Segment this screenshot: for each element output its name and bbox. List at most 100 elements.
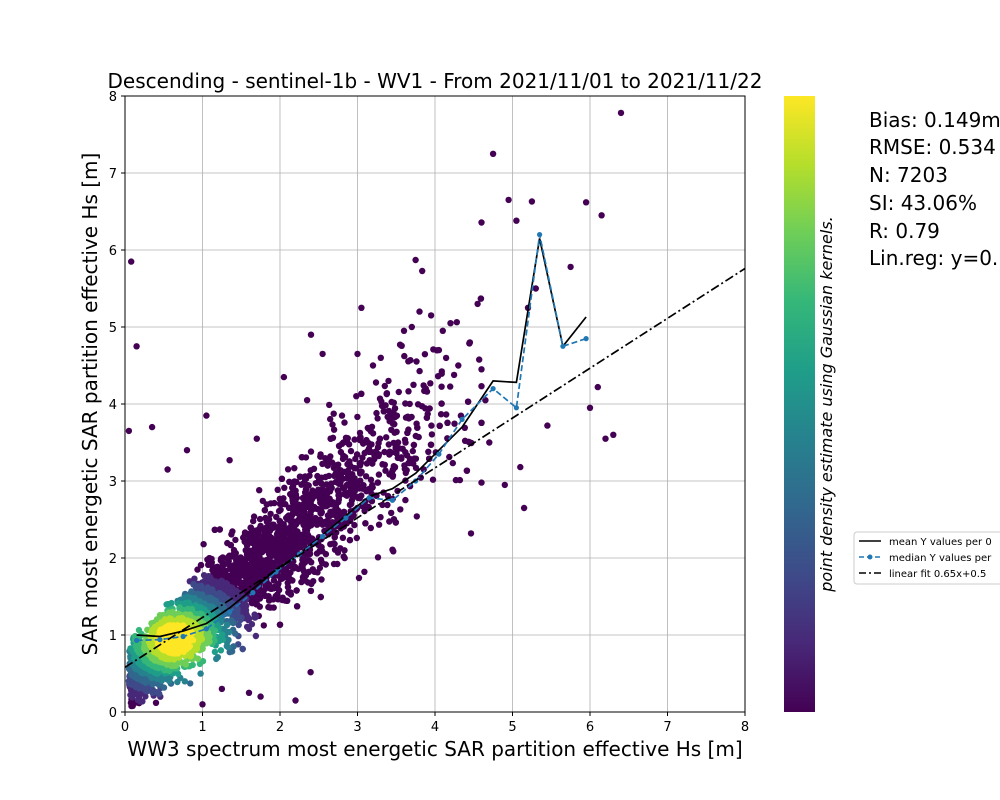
scatter-point — [393, 449, 400, 457]
scatter-point — [317, 453, 324, 460]
scatter-point — [386, 471, 393, 478]
scatter-point — [278, 475, 286, 482]
scatter-point — [464, 398, 472, 405]
x-tick-label: 1 — [198, 720, 206, 735]
scatter-point — [427, 441, 435, 448]
scatter-point — [374, 554, 382, 561]
scatter-point — [237, 616, 244, 624]
scatter-point — [528, 198, 536, 205]
scatter-point — [416, 367, 423, 375]
scatter-point — [276, 495, 284, 503]
scatter-point — [324, 512, 332, 519]
scatter-point — [199, 658, 207, 665]
scatter-point — [285, 589, 292, 596]
scatter-point — [369, 362, 377, 369]
stats-panel: Bias: 0.149m RMSE: 0.534 N: 7203 SI: 43.… — [869, 108, 1000, 270]
scatter-point — [187, 680, 194, 687]
scatter-point — [451, 420, 458, 427]
y-tick-label: 0 — [109, 706, 117, 721]
scatter-point — [413, 358, 420, 365]
y-tick-label: 2 — [109, 552, 117, 567]
y-tick-label: 1 — [109, 629, 117, 644]
scatter-point — [478, 219, 485, 226]
scatter-point — [414, 424, 421, 431]
scatter-point — [461, 437, 469, 444]
scatter-point — [247, 524, 254, 531]
scatter-point — [402, 439, 409, 446]
scatter-point — [426, 405, 433, 412]
median-marker — [320, 533, 326, 540]
scatter-point — [285, 504, 293, 511]
scatter-point — [367, 524, 374, 532]
scatter-point — [324, 462, 331, 469]
scatter-point — [455, 362, 462, 369]
scatter-point — [243, 623, 251, 631]
scatter-point — [280, 568, 287, 575]
scatter-point — [338, 412, 346, 419]
chart-title: Descending - sentinel-1b - WV1 - From 20… — [108, 69, 763, 93]
scatter-point — [298, 578, 305, 586]
scatter-point — [355, 574, 363, 582]
x-tick-label: 6 — [586, 720, 594, 735]
scatter-point — [291, 465, 298, 472]
scatter-point — [532, 285, 539, 292]
scatter-point — [183, 447, 191, 454]
scatter-point — [586, 404, 594, 411]
scatter-point — [513, 217, 520, 224]
scatter-point — [386, 518, 393, 525]
median-marker — [343, 515, 349, 521]
y-axis-label: SAR most energetic SAR partition effecti… — [78, 153, 102, 656]
scatter-point — [331, 472, 338, 479]
scatter-point — [437, 411, 445, 418]
scatter-point — [274, 486, 281, 493]
scatter-point — [436, 422, 443, 429]
scatter-point — [388, 509, 395, 517]
scatter-point — [256, 515, 264, 523]
scatter-point — [199, 701, 206, 708]
scatter-point — [378, 402, 386, 410]
x-tick-label: 5 — [508, 720, 516, 735]
scatter-point — [152, 699, 160, 706]
scatter-point — [211, 526, 218, 533]
scatter-point — [302, 481, 309, 488]
scatter-point — [354, 413, 361, 421]
scatter-point — [610, 431, 617, 438]
scatter-point — [438, 400, 445, 407]
stat-bias: Bias: 0.149m — [869, 108, 1000, 132]
scatter-point — [284, 583, 292, 591]
scatter-point — [452, 476, 460, 484]
scatter-point — [197, 670, 204, 677]
stat-r: R: 0.79 — [869, 219, 940, 243]
scatter-point — [354, 350, 361, 358]
scatter-point — [449, 459, 456, 467]
scatter-point — [245, 689, 253, 696]
scatter-point — [142, 693, 149, 700]
scatter-point — [303, 551, 310, 558]
scatter-point — [427, 380, 434, 387]
scatter-point — [331, 534, 338, 541]
scatter-point — [218, 685, 226, 693]
scatter-point — [265, 597, 273, 604]
scatter-point — [430, 346, 437, 353]
scatter-point — [297, 544, 304, 551]
scatter-point — [375, 471, 383, 478]
y-tick-label: 5 — [109, 321, 117, 336]
scatter-point — [357, 470, 364, 477]
scatter-point — [404, 429, 411, 436]
scatter-point — [217, 647, 225, 654]
scatter-point — [270, 577, 278, 584]
scatter-point — [367, 476, 375, 483]
scatter-point — [331, 546, 339, 553]
scatter-point — [128, 258, 135, 265]
x-tick-label: 8 — [741, 720, 749, 735]
scatter-point — [429, 476, 437, 483]
scatter-point — [353, 534, 360, 542]
scatter-point — [392, 444, 399, 452]
median-marker — [389, 497, 395, 503]
scatter-point — [412, 464, 420, 472]
scatter-point — [453, 319, 460, 326]
scatter-point — [235, 621, 242, 629]
scatter-point — [223, 621, 231, 628]
scatter-point — [428, 431, 436, 438]
scatter-point — [398, 342, 405, 349]
